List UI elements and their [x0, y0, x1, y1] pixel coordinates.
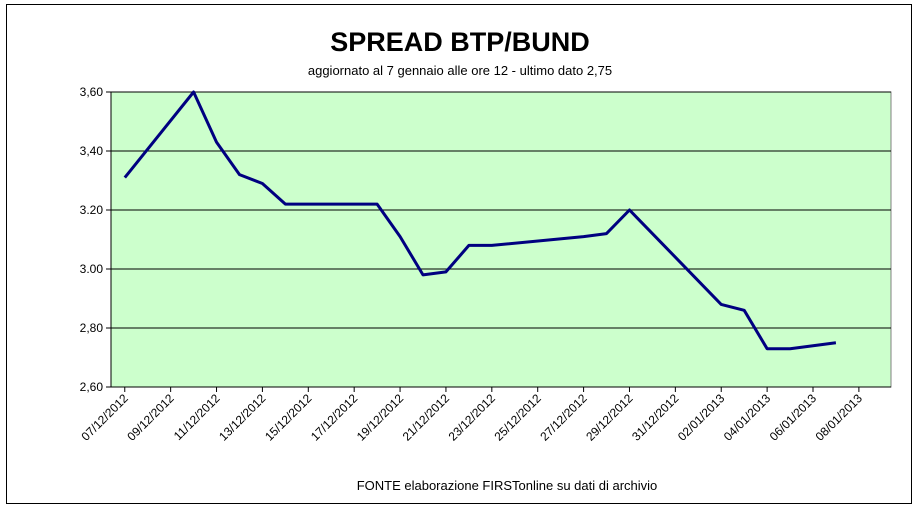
- x-tick-label: 19/12/2012: [354, 391, 407, 444]
- x-tick-label: 23/12/2012: [446, 391, 499, 444]
- y-tick-label: 3.00: [80, 262, 104, 276]
- plot-area: 2,60 2,80 3.00 3.20 3,40 3,60 07/12/201209/12/…: [79, 85, 892, 444]
- x-tick-label: 15/12/2012: [262, 391, 315, 444]
- y-tick-label: 3,60: [80, 85, 104, 99]
- x-tick-label: 17/12/2012: [308, 391, 361, 444]
- x-tick-label: 29/12/2012: [583, 391, 636, 444]
- x-tick-label: 02/01/2013: [675, 391, 728, 444]
- x-tick-label: 07/12/2012: [79, 391, 132, 444]
- y-tick-label: 2,60: [80, 380, 104, 394]
- y-tick-label: 3.20: [80, 203, 104, 217]
- x-tick-label: 21/12/2012: [400, 391, 453, 444]
- x-tick-label: 25/12/2012: [491, 391, 544, 444]
- chart-frame: SPREAD BTP/BUND aggiornato al 7 gennaio …: [6, 4, 912, 504]
- x-tick-label: 08/01/2013: [813, 391, 866, 444]
- x-tick-label: 06/01/2013: [767, 391, 820, 444]
- series-line: [123, 90, 837, 351]
- chart-subtitle: aggiornato al 7 gennaio alle ore 12 - ul…: [308, 63, 612, 78]
- x-tick-label: 04/01/2013: [721, 391, 774, 444]
- x-tick-label: 09/12/2012: [124, 391, 177, 444]
- y-tick-label: 3,40: [80, 144, 104, 158]
- y-tick-label: 2,80: [80, 321, 104, 335]
- x-tick-label: 13/12/2012: [216, 391, 269, 444]
- x-tick-label: 27/12/2012: [537, 391, 590, 444]
- x-tick-label: 31/12/2012: [629, 391, 682, 444]
- chart-source: FONTE elaborazione FIRSTonline su dati d…: [357, 478, 658, 493]
- plot-background: [110, 91, 892, 388]
- chart-title: SPREAD BTP/BUND: [330, 27, 590, 57]
- line-chart: SPREAD BTP/BUND aggiornato al 7 gennaio …: [79, 27, 892, 493]
- x-tick-label: 11/12/2012: [171, 391, 223, 443]
